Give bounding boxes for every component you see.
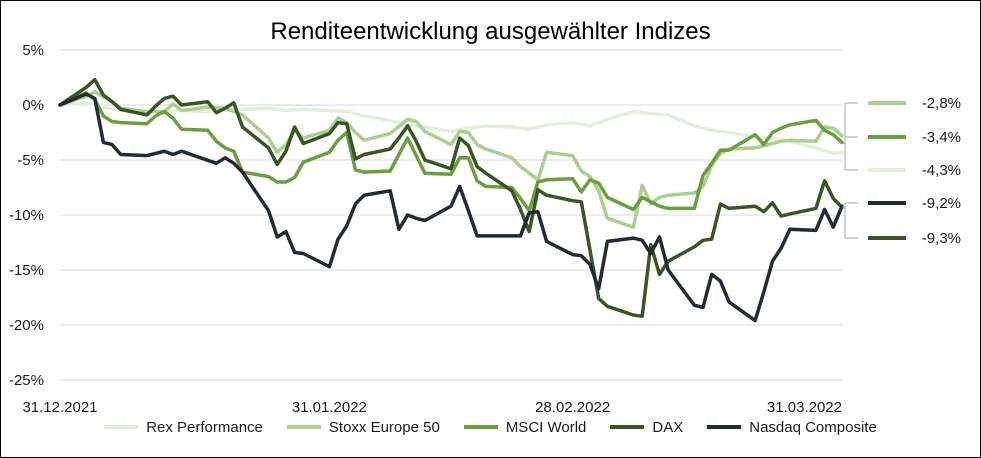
y-tick-label: -5% [17, 152, 44, 169]
legend-label: Stoxx Europe 50 [328, 418, 440, 436]
y-tick-label: -25% [9, 372, 44, 389]
end-value-label: -2,8% [922, 95, 961, 112]
legend-label: Rex Performance [146, 418, 263, 436]
series-line [58, 92, 844, 323]
legend-item: Stoxx Europe 50 [286, 418, 440, 436]
y-tick-label: -15% [9, 262, 44, 279]
series-line [58, 77, 844, 318]
series-line [58, 90, 844, 229]
end-value-label: -9,2% [922, 195, 961, 212]
legend-swatch [707, 425, 742, 429]
y-tick-label: 5% [22, 42, 44, 59]
y-tick-label: 0% [22, 97, 44, 114]
y-tick-label: -20% [9, 317, 44, 334]
legend-swatch [286, 425, 321, 429]
legend-item: Rex Performance [104, 419, 263, 436]
legend-label: MSCI World [505, 418, 587, 436]
x-tick-label: 31.01.2022 [292, 399, 367, 416]
chart-legend: Rex Performance Stoxx Europe 50 MSCI World… [0, 416, 981, 438]
legend-item: MSCI World [463, 418, 587, 436]
end-value-label: -4,3% [922, 162, 961, 179]
legend-swatch [610, 425, 645, 429]
x-tick-label: 31.12.2021 [22, 399, 97, 416]
y-tick-label: -10% [9, 207, 44, 224]
x-tick-label: 28.02.2022 [535, 399, 610, 416]
legend-item: Nasdaq Composite [707, 419, 877, 436]
legend-swatch [104, 425, 139, 429]
legend-label: DAX [652, 418, 684, 436]
legend-swatch [463, 425, 498, 429]
end-value-label: -3,4% [922, 129, 961, 146]
chart-title: Renditeentwicklung ausgewählter Indizes [270, 18, 711, 45]
series-line [58, 91, 844, 213]
end-value-label: -9,3% [922, 230, 961, 247]
legend-label: Nasdaq Composite [749, 418, 877, 436]
legend-item: DAX [610, 419, 683, 436]
x-tick-label: 31.03.2022 [767, 399, 842, 416]
